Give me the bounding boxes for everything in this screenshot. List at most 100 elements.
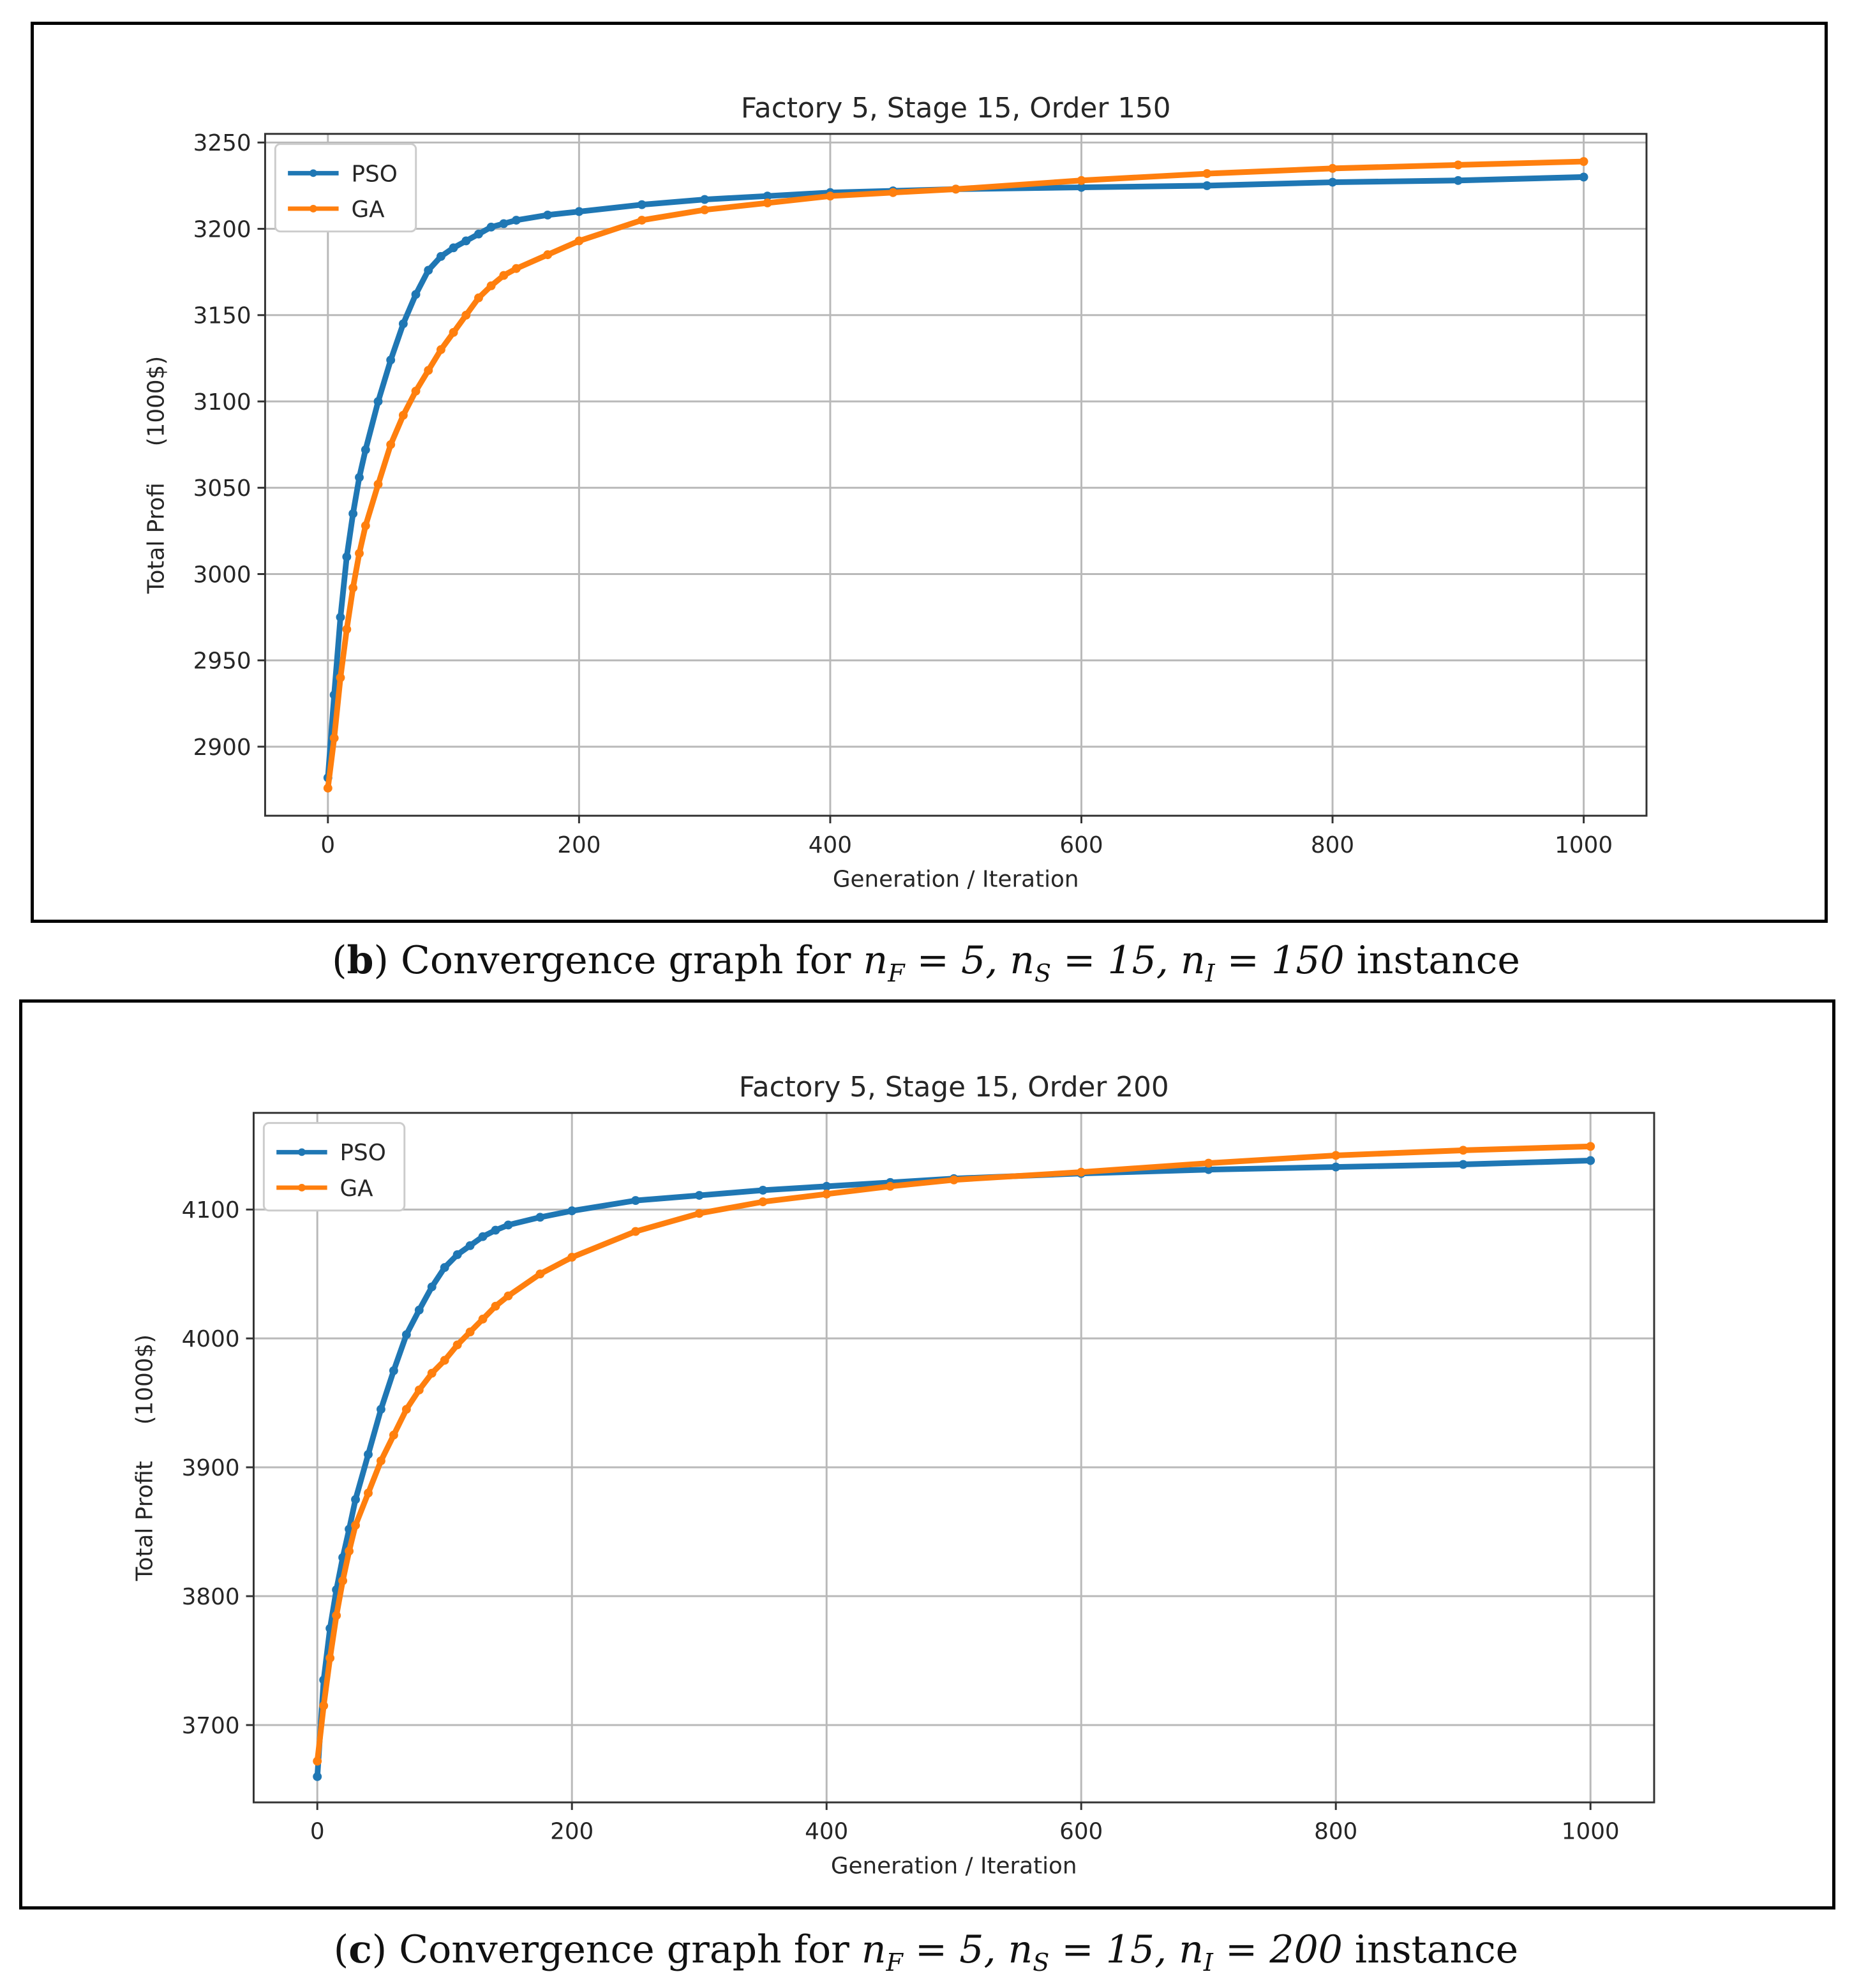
convergence-chart-b: 0 200 400 600 800 1000 2900 2950 3000 3050 3100 315…	[144, 92, 1648, 892]
data-point-pso	[313, 1772, 322, 1781]
data-point-pso	[465, 1241, 475, 1250]
data-point-ga	[313, 1756, 322, 1766]
data-point-pso	[389, 1366, 398, 1375]
y-tick-label: 3100	[193, 389, 251, 415]
data-point-pso	[763, 191, 772, 201]
legend-label-ga: GA	[340, 1176, 374, 1202]
axes-frame	[264, 133, 1648, 817]
data-point-ga	[888, 188, 898, 197]
data-point-pso	[1204, 1165, 1213, 1174]
legend-label-pso: PSO	[351, 161, 397, 187]
x-tick-label: 1000	[1562, 1819, 1620, 1845]
data-point-pso	[474, 229, 483, 239]
data-point-ga	[1328, 163, 1337, 173]
data-point-pso	[351, 1495, 361, 1504]
x-tick-label: 600	[1059, 1819, 1103, 1845]
data-point-ga	[355, 549, 364, 558]
x-tick-label: 200	[550, 1819, 594, 1845]
data-point-pso	[512, 216, 521, 225]
data-point-ga	[486, 281, 496, 290]
data-point-ga	[338, 1576, 348, 1585]
data-point-ga	[886, 1181, 895, 1191]
data-point-ga	[323, 783, 332, 793]
series-line-ga	[314, 1143, 1594, 1764]
data-point-pso	[414, 1305, 424, 1315]
data-point-ga	[504, 1291, 513, 1301]
y-tick-label: 3800	[182, 1584, 240, 1610]
x-tick-label: 400	[809, 832, 852, 858]
data-point-ga	[1458, 1146, 1468, 1155]
data-point-ga	[491, 1301, 500, 1311]
data-point-pso	[336, 613, 345, 622]
data-point-pso	[499, 219, 509, 228]
data-point-ga	[763, 198, 772, 207]
y-tick-label: 3700	[182, 1713, 240, 1739]
data-point-ga	[411, 386, 421, 396]
data-point-ga	[414, 1385, 424, 1394]
data-point-ga	[325, 1654, 335, 1663]
x-tick-label: 600	[1059, 832, 1103, 858]
data-point-ga	[361, 521, 370, 530]
caption-b: (b) Convergence graph for nF = 5, nS = 1…	[332, 938, 1520, 987]
y-tick-label: 2900	[193, 735, 251, 761]
data-point-ga	[329, 733, 339, 743]
data-point-ga	[449, 327, 458, 337]
data-point-pso	[1202, 181, 1212, 190]
legend-marker	[297, 1183, 306, 1192]
data-point-pso	[535, 1213, 545, 1222]
data-point-ga	[574, 236, 584, 246]
data-point-ga	[440, 1356, 449, 1365]
y-tick-label: 3000	[193, 562, 251, 588]
data-point-pso	[424, 265, 433, 275]
data-point-pso	[342, 552, 352, 562]
data-point-ga	[452, 1340, 462, 1350]
data-point-ga	[694, 1209, 704, 1218]
data-point-ga	[461, 310, 471, 320]
data-point-ga	[700, 205, 710, 214]
x-tick-label: 0	[310, 1819, 325, 1845]
data-point-ga	[332, 1611, 341, 1620]
data-point-pso	[758, 1185, 768, 1195]
legend-box	[274, 143, 417, 233]
series-pso	[323, 172, 1588, 782]
data-point-ga	[567, 1252, 577, 1262]
x-tick-label: 200	[557, 832, 601, 858]
legend-label-pso: PSO	[340, 1140, 386, 1166]
data-point-ga	[478, 1314, 488, 1324]
data-point-pso	[1328, 177, 1337, 187]
data-point-pso	[436, 251, 445, 261]
y-tick-label: 3050	[193, 475, 251, 502]
data-point-pso	[377, 1405, 385, 1414]
data-point-pso	[1579, 172, 1588, 182]
legend: PSO GA	[262, 1122, 406, 1212]
data-point-ga	[345, 1546, 354, 1556]
x-tick-label: 800	[1314, 1819, 1357, 1845]
data-point-ga	[1202, 169, 1212, 178]
legend-marker	[309, 204, 317, 213]
x-tick-label: 800	[1311, 832, 1354, 858]
data-point-pso	[543, 210, 553, 220]
data-point-pso	[427, 1282, 437, 1292]
data-point-pso	[567, 1206, 577, 1216]
data-point-pso	[361, 445, 370, 454]
x-tick-label: 0	[320, 832, 335, 858]
legend-label-ga: GA	[351, 197, 385, 223]
y-tick-label: 3250	[193, 130, 251, 156]
data-point-pso	[1331, 1162, 1341, 1172]
data-point-pso	[631, 1196, 640, 1206]
x-tick-label: 400	[805, 1819, 848, 1845]
figure-panel-c: 0 200 400 600 800 1000 3700 3800 3900 4000 4100 Fac…	[19, 999, 1835, 1910]
x-tick-label: 1000	[1555, 832, 1613, 858]
data-point-ga	[1579, 157, 1588, 167]
y-axis-label: Total Profi (1000$)	[144, 356, 170, 594]
data-point-ga	[373, 479, 383, 489]
data-point-pso	[694, 1191, 704, 1200]
y-tick-label: 3150	[193, 303, 251, 329]
x-axis-label: Generation / Iteration	[831, 1853, 1077, 1879]
data-point-pso	[452, 1250, 462, 1259]
data-point-ga	[364, 1488, 373, 1498]
data-point-ga	[535, 1269, 545, 1279]
grid	[253, 1112, 1654, 1803]
y-tick-label: 3200	[193, 216, 251, 243]
caption-b-math: nF = 5, nS = 15, nI = 150	[863, 938, 1345, 987]
